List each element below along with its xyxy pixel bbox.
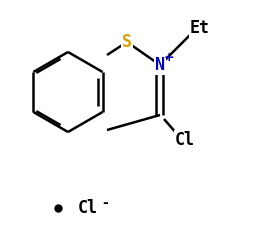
Text: -: - xyxy=(102,196,107,210)
Text: Et: Et xyxy=(189,19,209,37)
Text: N: N xyxy=(154,56,164,74)
Text: Cl: Cl xyxy=(78,199,98,217)
Text: Cl: Cl xyxy=(174,131,194,149)
Text: +: + xyxy=(163,51,174,63)
Text: S: S xyxy=(121,33,132,51)
